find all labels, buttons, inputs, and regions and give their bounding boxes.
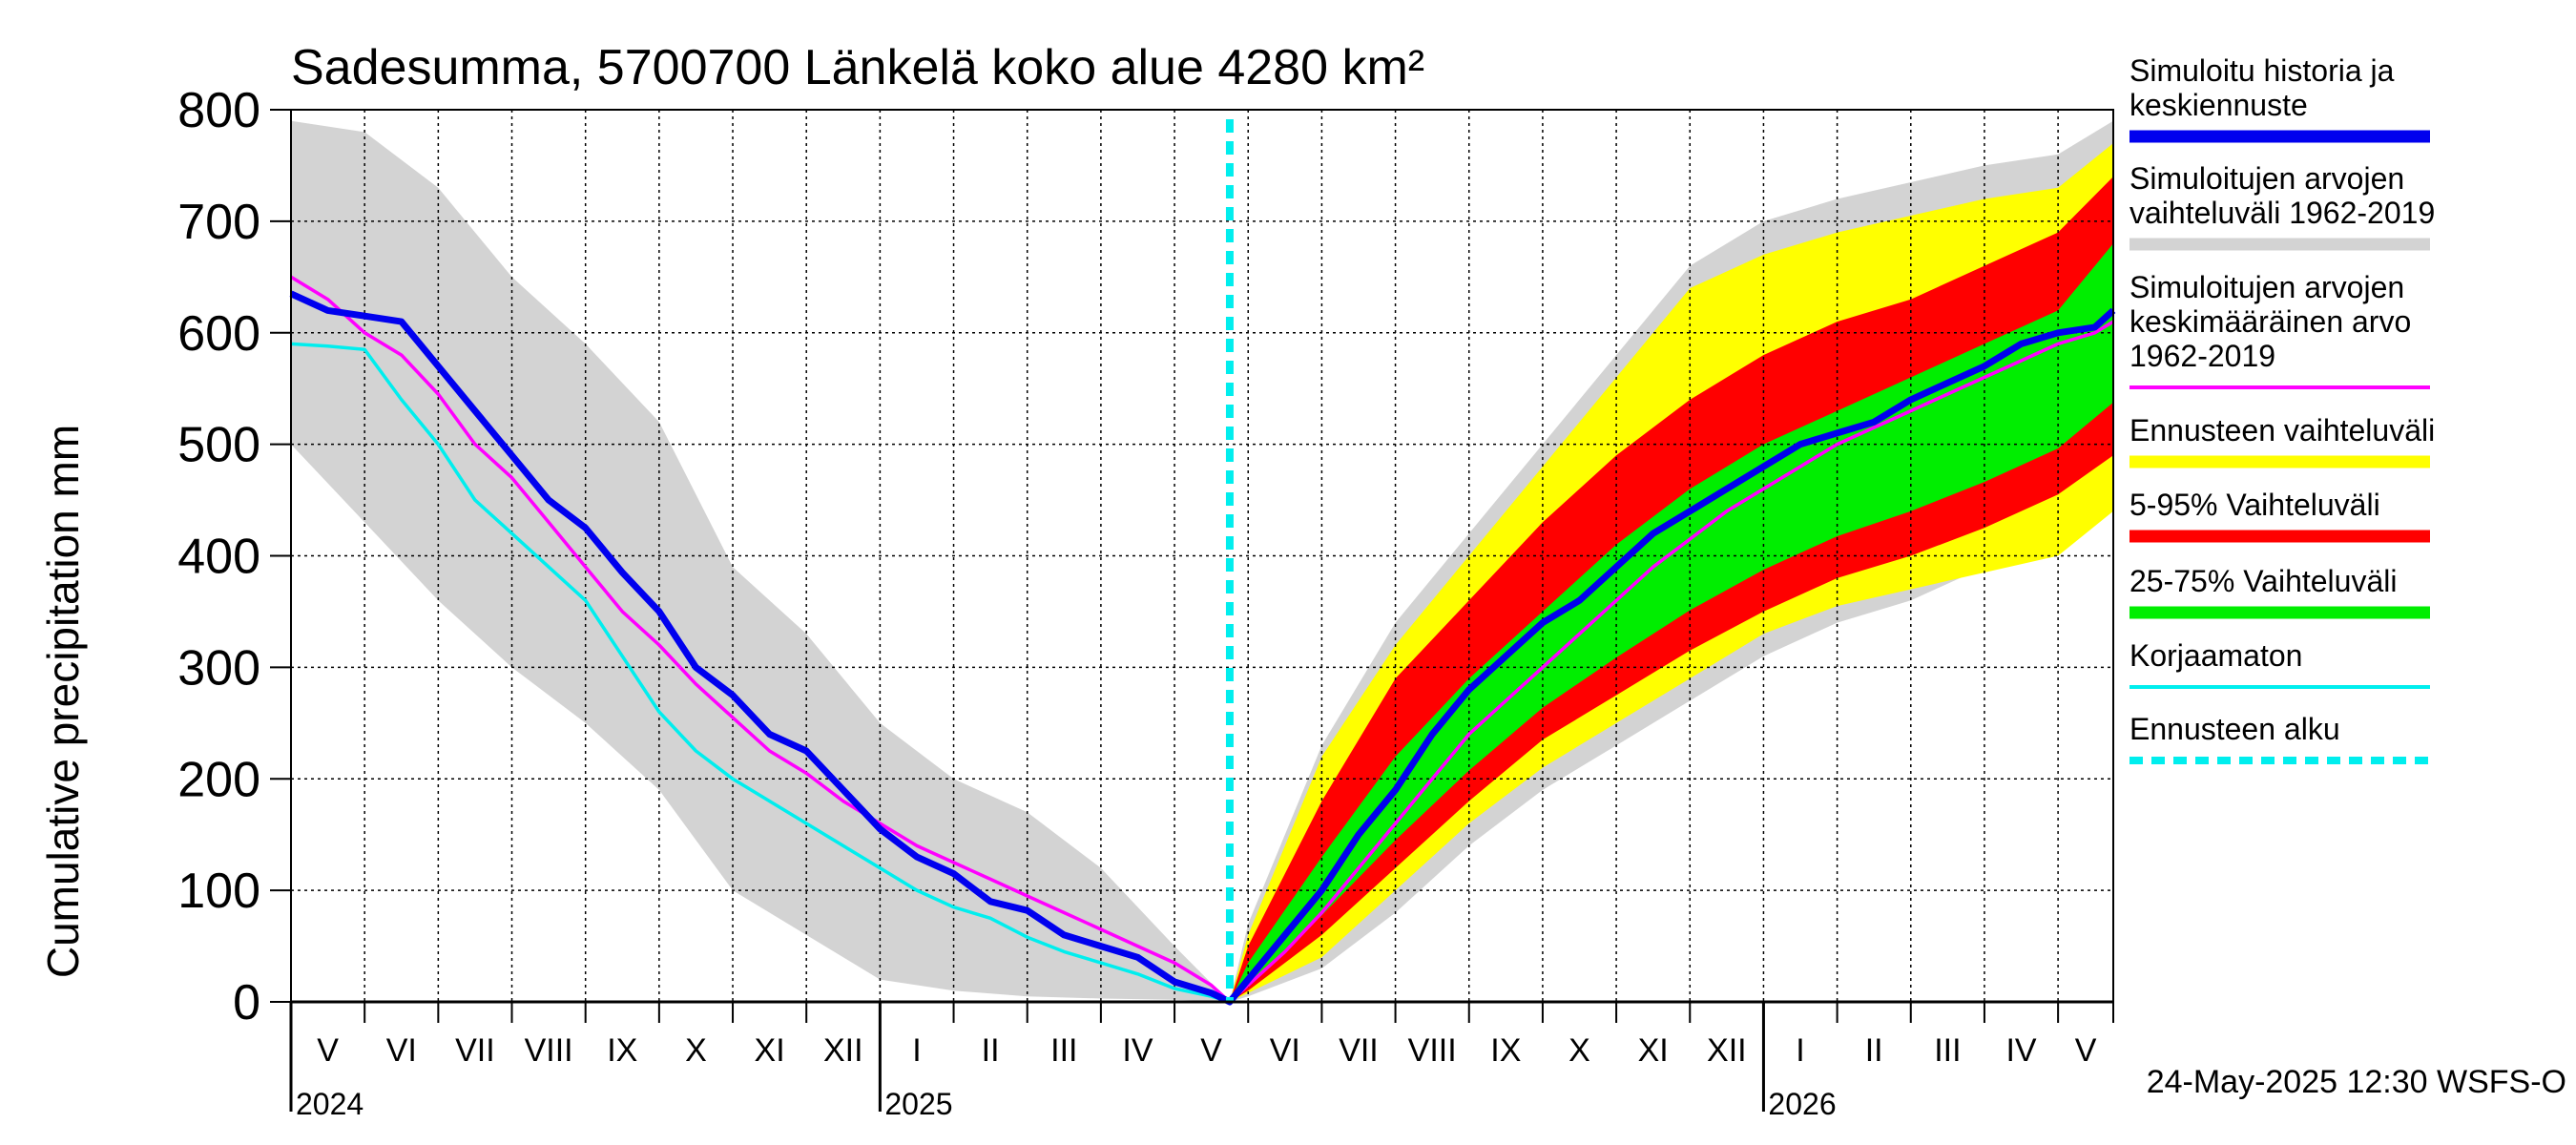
timestamp-footer: 24-May-2025 12:30 WSFS-O [2147,1064,2566,1100]
y-tick-label: 300 [177,640,260,696]
y-tick-label: 800 [177,83,260,138]
legend-label: Ennusteen alku [2129,712,2340,746]
month-label: V [1200,1032,1222,1069]
month-label: XII [1707,1032,1747,1069]
y-tick-label: 200 [177,752,260,807]
month-label: I [912,1032,921,1069]
legend-label: keskimääräinen arvo [2129,304,2411,339]
month-label: X [1568,1032,1590,1069]
legend-label: keskiennuste [2129,88,2308,122]
month-label: VIII [1408,1032,1457,1069]
year-label: 2025 [884,1087,952,1121]
uncorrected-line [290,342,1231,1004]
range-25-75-band [1229,243,2113,1003]
y-tick-label: 0 [233,975,260,1030]
month-label: VI [1270,1032,1300,1069]
month-label: VIII [525,1032,573,1069]
y-tick-label: 100 [177,864,260,919]
year-label: 2024 [296,1087,364,1121]
month-label: III [1934,1032,1961,1069]
historical-mean-line [290,275,2114,1004]
y-tick-label: 400 [177,530,260,585]
legend-label: 1962-2019 [2129,339,2275,373]
mean-forecast-line [289,290,2116,1006]
month-label: VII [1339,1032,1379,1069]
y-axis-label: Cumulative precipitation mm [38,425,88,978]
legend-label: 25-75% Vaihteluväli [2129,564,2397,598]
legend-label: Korjaamaton [2129,638,2302,673]
month-label: III [1050,1032,1077,1069]
month-label: XI [755,1032,785,1069]
month-label: II [982,1032,1000,1069]
month-label: IX [607,1032,637,1069]
month-label: I [1796,1032,1804,1069]
month-label: XII [823,1032,863,1069]
chart-title: Sadesumma, 5700700 Länkelä koko alue 428… [291,40,1424,95]
month-label: V [2075,1032,2097,1069]
year-label: 2026 [1768,1087,1836,1121]
month-label: IV [1122,1032,1153,1069]
month-label: IV [2005,1032,2036,1069]
y-tick-label: 500 [177,418,260,473]
month-label: XI [1638,1032,1669,1069]
legend-label: Simuloitujen arvojen [2129,161,2404,196]
legend-label: Simuloitujen arvojen [2129,270,2404,304]
legend-label: vaihteluväli 1962-2019 [2129,196,2435,230]
y-tick-label: 700 [177,195,260,250]
month-label: X [685,1032,707,1069]
legend-label: Simuloitu historia ja [2129,53,2395,88]
month-label: IX [1490,1032,1521,1069]
legend-label: 5-95% Vaihteluväli [2129,488,2380,522]
month-label: V [317,1032,339,1069]
month-label: VI [386,1032,417,1069]
legend-label: Ennusteen vaihteluväli [2129,413,2435,448]
month-label: II [1865,1032,1883,1069]
month-label: VII [455,1032,495,1069]
y-tick-label: 600 [177,306,260,362]
